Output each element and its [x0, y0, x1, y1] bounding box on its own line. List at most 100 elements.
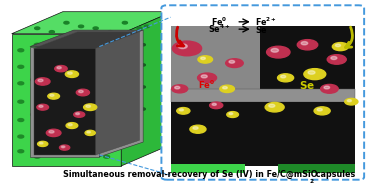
Text: capsules: capsules: [313, 170, 355, 179]
Circle shape: [86, 105, 90, 107]
Circle shape: [49, 31, 54, 33]
Circle shape: [74, 117, 80, 120]
Circle shape: [18, 49, 24, 52]
Polygon shape: [12, 12, 172, 34]
Circle shape: [210, 102, 223, 109]
Circle shape: [53, 84, 59, 87]
Text: $\mathbf{Fe^0}$: $\mathbf{Fe^0}$: [211, 16, 227, 28]
Circle shape: [193, 127, 198, 129]
Text: $\mathbf{Se}$: $\mathbf{Se}$: [299, 79, 316, 91]
Circle shape: [48, 93, 59, 99]
Circle shape: [31, 78, 37, 81]
Circle shape: [36, 78, 50, 85]
Circle shape: [141, 44, 145, 46]
Circle shape: [226, 59, 243, 68]
Polygon shape: [260, 26, 355, 89]
Circle shape: [137, 128, 142, 130]
Circle shape: [314, 107, 330, 115]
Circle shape: [79, 90, 83, 93]
Circle shape: [201, 57, 205, 60]
Circle shape: [321, 84, 338, 93]
Circle shape: [18, 135, 24, 138]
Circle shape: [100, 65, 106, 68]
Polygon shape: [170, 164, 245, 173]
Circle shape: [37, 104, 48, 110]
Circle shape: [280, 75, 286, 78]
Circle shape: [56, 51, 62, 54]
Circle shape: [220, 85, 234, 92]
Circle shape: [68, 72, 72, 74]
Circle shape: [76, 89, 90, 96]
Circle shape: [18, 100, 24, 103]
Circle shape: [126, 113, 131, 116]
Circle shape: [229, 60, 235, 63]
Circle shape: [141, 108, 145, 110]
Circle shape: [271, 48, 279, 52]
Circle shape: [269, 104, 275, 107]
Circle shape: [65, 71, 79, 78]
Circle shape: [100, 119, 106, 122]
Circle shape: [332, 43, 349, 51]
Circle shape: [111, 97, 117, 100]
Circle shape: [111, 78, 117, 81]
Text: $\mathbf{Se}$: $\mathbf{Se}$: [254, 24, 267, 35]
Circle shape: [327, 55, 346, 64]
Polygon shape: [30, 30, 143, 47]
Polygon shape: [99, 30, 143, 157]
Circle shape: [34, 155, 40, 158]
Circle shape: [18, 150, 24, 153]
Text: $\mathbf{Fe^{2+}}$: $\mathbf{Fe^{2+}}$: [254, 16, 277, 28]
Polygon shape: [170, 26, 260, 89]
Circle shape: [34, 97, 40, 100]
Circle shape: [38, 79, 43, 82]
Polygon shape: [170, 102, 355, 166]
Circle shape: [111, 115, 117, 118]
Circle shape: [108, 31, 113, 33]
Circle shape: [104, 155, 110, 158]
Circle shape: [126, 91, 131, 94]
Circle shape: [18, 65, 24, 68]
Circle shape: [347, 100, 352, 102]
Circle shape: [53, 120, 59, 123]
Circle shape: [126, 69, 131, 72]
Circle shape: [123, 134, 127, 136]
Circle shape: [74, 112, 85, 117]
Circle shape: [301, 42, 308, 45]
Circle shape: [68, 124, 72, 126]
Circle shape: [49, 130, 54, 133]
Polygon shape: [34, 32, 139, 48]
Circle shape: [89, 152, 95, 154]
Circle shape: [87, 131, 90, 133]
Circle shape: [324, 86, 330, 89]
Circle shape: [35, 27, 40, 30]
Circle shape: [34, 60, 40, 63]
Circle shape: [57, 67, 61, 69]
FancyArrowPatch shape: [177, 27, 183, 46]
Circle shape: [137, 27, 142, 30]
Circle shape: [39, 142, 43, 144]
Polygon shape: [30, 47, 99, 157]
Circle shape: [34, 43, 40, 46]
Circle shape: [141, 64, 145, 66]
Circle shape: [59, 145, 70, 150]
Circle shape: [74, 80, 80, 83]
Circle shape: [172, 41, 201, 56]
Text: Simultaneous removal-recovery of Se (IV) in Fe/C@mSiO: Simultaneous removal-recovery of Se (IV)…: [63, 170, 317, 179]
Circle shape: [227, 112, 239, 117]
Circle shape: [201, 75, 207, 78]
Polygon shape: [170, 89, 355, 102]
Circle shape: [100, 49, 106, 52]
Circle shape: [212, 103, 216, 105]
Circle shape: [229, 113, 233, 115]
Text: $\mathbf{Se^{4+}}$: $\mathbf{Se^{4+}}$: [208, 23, 230, 35]
Circle shape: [335, 44, 341, 47]
Circle shape: [61, 146, 65, 148]
Circle shape: [317, 108, 322, 111]
Text: $\mathbf{Fe^0}$: $\mathbf{Fe^0}$: [198, 79, 216, 91]
Circle shape: [111, 45, 117, 48]
Circle shape: [175, 86, 180, 89]
Circle shape: [100, 82, 106, 85]
Circle shape: [76, 113, 79, 115]
Circle shape: [144, 25, 149, 28]
Circle shape: [277, 74, 294, 82]
